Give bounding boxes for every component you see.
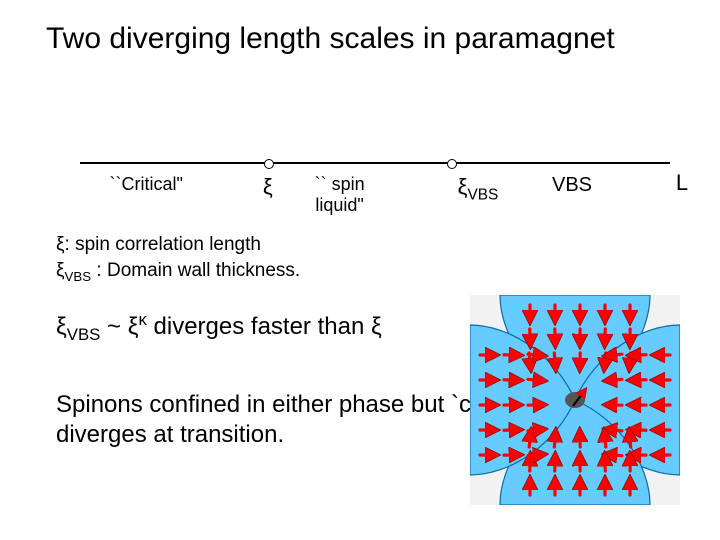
subscript: VBS <box>67 325 101 344</box>
vbs-vortex-figure <box>470 295 680 505</box>
def-xi-vbs-text: : <box>91 260 107 281</box>
tick-xi <box>264 159 274 169</box>
rel-mid: ~ ξ <box>100 313 138 340</box>
label-vbs: VBS <box>552 174 592 197</box>
label-xi: ξ <box>263 174 273 200</box>
subscript: VBS <box>65 268 92 283</box>
def-xi-vbs-rest: Domain wall thickness. <box>107 260 300 281</box>
rel-tail: diverges faster than ξ <box>147 313 382 340</box>
def-xi-vbs: ξVBS : Domain wall thickness. <box>56 258 300 286</box>
scaling-relation: ξVBS ~ ξκ diverges faster than ξ <box>56 310 382 345</box>
tick-xi-vbs <box>447 159 457 169</box>
slide-title: Two diverging length scales in paramagne… <box>46 22 615 56</box>
subscript: VBS <box>467 186 498 203</box>
length-scale-axis: ``Critical" ξ `` spin liquid" ξVBS VBS L <box>80 148 670 208</box>
axis-line <box>80 162 670 164</box>
def-xi-text: spin correlation length <box>75 234 261 255</box>
rel-exponent: κ <box>138 310 146 329</box>
def-xi: ξ: spin correlation length <box>56 232 300 258</box>
label-spin-liquid: `` spin liquid" <box>315 174 365 216</box>
label-L: L <box>676 170 688 196</box>
label-critical: ``Critical" <box>110 174 183 195</box>
definitions: ξ: spin correlation length ξVBS : Domain… <box>56 232 300 285</box>
label-xi-vbs: ξVBS <box>458 174 499 204</box>
def-xi-symbol: ξ: <box>56 234 75 255</box>
